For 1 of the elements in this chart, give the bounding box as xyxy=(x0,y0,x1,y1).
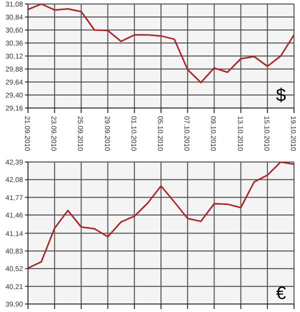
annotation: € xyxy=(276,283,286,303)
